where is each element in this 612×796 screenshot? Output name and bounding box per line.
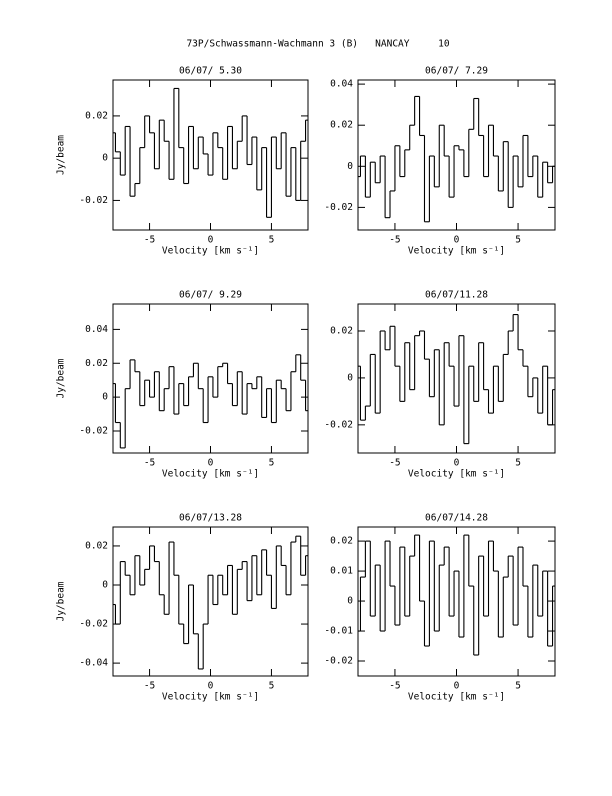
x-tick-label: 5 <box>515 458 521 469</box>
panel: 06/07/14.28 -5 0 5 -0.02 -0.01 0 0.01 0.02 Veloci… <box>324 513 556 703</box>
x-tick-label: 0 <box>454 458 460 469</box>
y-axis-label: Jy/beam <box>56 358 67 398</box>
y-tick-label: -0.02 <box>79 425 108 436</box>
x-axis-label: Velocity [km s⁻¹] <box>162 469 259 480</box>
y-tick-label: -0.02 <box>324 656 353 667</box>
x-tick-label: -5 <box>144 681 155 692</box>
plot-frame <box>112 526 309 677</box>
x-tick-label: -5 <box>389 235 400 246</box>
y-tick-label: -0.02 <box>79 619 108 630</box>
x-tick-label: 5 <box>515 681 521 692</box>
y-tick-label: 0 <box>347 596 353 607</box>
y-tick-label: 0.02 <box>85 358 108 369</box>
panel: 06/07/11.28 -5 0 5 -0.02 0 0.02 Velocity [km s⁻… <box>324 290 556 480</box>
figure-title: 73P/Schwassmann-Wachmann 3 (B) NANCAY 10 <box>186 39 449 50</box>
x-tick-label: -5 <box>144 235 155 246</box>
panel-title: 06/07/11.28 <box>425 290 488 301</box>
x-tick-label: 0 <box>208 681 214 692</box>
x-axis-label: Velocity [km s⁻¹] <box>408 692 505 703</box>
x-axis-label: Velocity [km s⁻¹] <box>162 692 259 703</box>
y-tick-label: 0.01 <box>330 566 353 577</box>
x-tick-label: 0 <box>454 235 460 246</box>
plot-frame <box>112 303 309 454</box>
y-axis-label: Jy/beam <box>56 581 67 621</box>
y-tick-label: -0.02 <box>324 419 353 430</box>
x-axis-label: Velocity [km s⁻¹] <box>408 246 505 257</box>
panel: 06/07/ 7.29 -5 0 5 -0.02 0 0.02 0.04 Velocity [k… <box>324 66 556 257</box>
y-tick-label: -0.02 <box>324 202 353 213</box>
y-tick-label: 0.02 <box>330 120 353 131</box>
x-axis-label: Velocity [km s⁻¹] <box>162 246 259 257</box>
x-tick-label: 0 <box>208 458 214 469</box>
panel-title: 06/07/13.28 <box>179 513 242 524</box>
plot-frame <box>357 526 556 677</box>
x-axis-label: Velocity [km s⁻¹] <box>408 469 505 480</box>
y-tick-label: -0.01 <box>324 626 353 637</box>
x-tick-label: 5 <box>269 235 275 246</box>
y-tick-label: 0.04 <box>330 79 353 90</box>
panel: 06/07/ 5.30 -5 0 5 -0.02 0 0.02 Velocity [km s⁻… <box>56 66 309 257</box>
panel-title: 06/07/ 9.29 <box>179 290 242 301</box>
plot-frame <box>112 79 309 231</box>
y-tick-label: 0 <box>102 153 108 164</box>
y-tick-label: 0.02 <box>330 325 353 336</box>
x-tick-label: 0 <box>208 235 214 246</box>
y-tick-label: -0.02 <box>79 195 108 206</box>
panel-title: 06/07/ 7.29 <box>425 66 488 77</box>
x-tick-label: -5 <box>389 681 400 692</box>
y-tick-label: 0 <box>102 392 108 403</box>
x-tick-label: 5 <box>515 235 521 246</box>
panel: 06/07/13.28 -5 0 5 -0.04 -0.02 0 0.02 Velocity [… <box>56 513 309 703</box>
panel-title: 06/07/ 5.30 <box>179 66 242 77</box>
x-tick-label: 0 <box>454 681 460 692</box>
panel: 06/07/ 9.29 -5 0 5 -0.02 0 0.02 0.04 Velocity [k… <box>56 290 309 480</box>
x-tick-label: 5 <box>269 458 275 469</box>
panel-title: 06/07/14.28 <box>425 513 488 524</box>
y-axis-label: Jy/beam <box>56 135 67 175</box>
y-tick-label: -0.04 <box>79 658 108 669</box>
y-tick-label: 0.04 <box>85 324 108 335</box>
y-tick-label: 0.02 <box>85 540 108 551</box>
x-tick-label: -5 <box>389 458 400 469</box>
y-tick-label: 0.02 <box>85 110 108 121</box>
plot-frame <box>357 79 556 231</box>
y-tick-label: 0.02 <box>330 536 353 547</box>
y-tick-label: 0 <box>102 579 108 590</box>
plot-frame <box>357 303 556 454</box>
y-tick-label: 0 <box>347 372 353 383</box>
y-tick-label: 0 <box>347 161 353 172</box>
x-tick-label: 5 <box>269 681 275 692</box>
x-tick-label: -5 <box>144 458 155 469</box>
